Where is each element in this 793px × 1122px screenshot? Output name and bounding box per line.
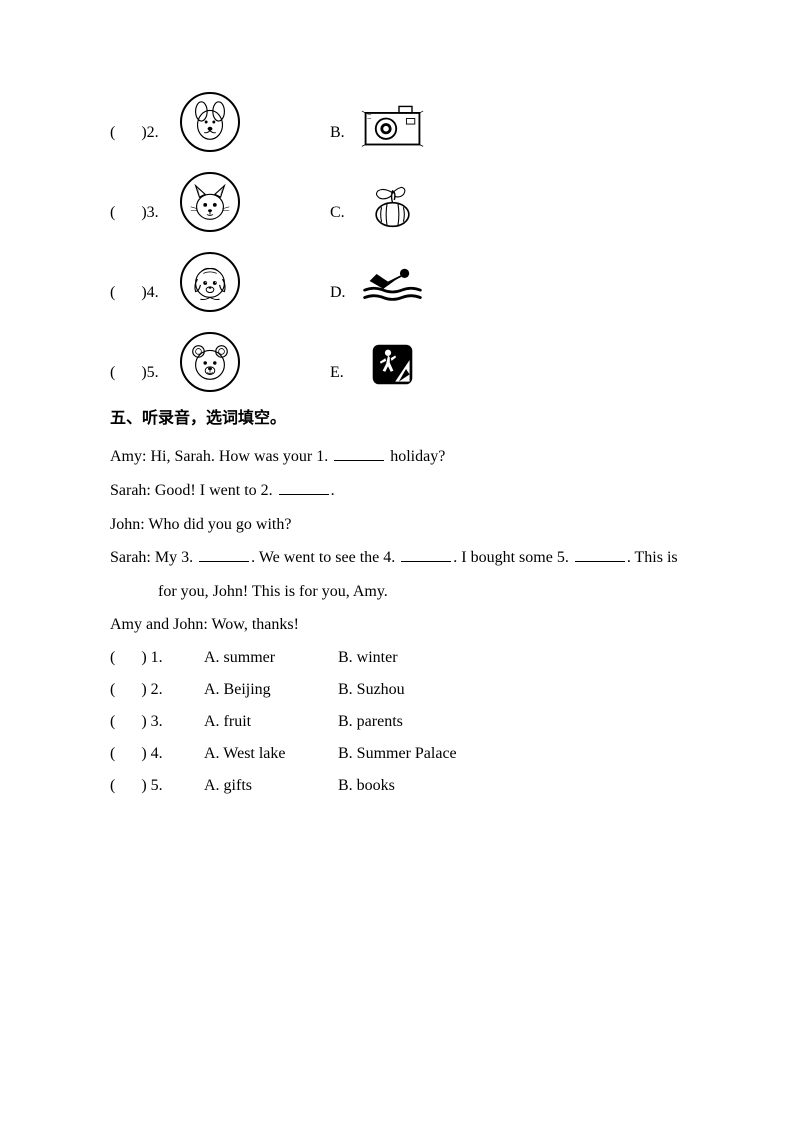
answer-blank-5[interactable]: () 5. xyxy=(110,358,180,392)
match-row-4: () 4. D. xyxy=(110,240,683,312)
match-row-3: () 3. C. xyxy=(110,160,683,232)
blank-3[interactable] xyxy=(199,546,249,562)
choice-5a[interactable]: A. gifts xyxy=(204,770,334,802)
blank-5[interactable] xyxy=(575,546,625,562)
dialogue-line-6: Amy and John: Wow, thanks! xyxy=(110,608,683,642)
choice-2b[interactable]: B. Suzhou xyxy=(338,674,405,706)
blank-2[interactable] xyxy=(279,479,329,495)
text: . This is xyxy=(627,549,678,566)
choice-num-text: 3. xyxy=(151,713,163,730)
item-num: 4. xyxy=(147,278,159,308)
match-row-5: () 5. E. xyxy=(110,320,683,392)
choice-row-5: () 5. A. gifts B. books xyxy=(110,770,683,802)
blank-1[interactable] xyxy=(334,445,384,461)
animal-icon-4 xyxy=(180,252,240,312)
animal-icon-5 xyxy=(180,332,240,392)
dialogue-line-1: Amy: Hi, Sarah. How was your 1. holiday? xyxy=(110,440,683,474)
blank-4[interactable] xyxy=(401,546,451,562)
text: Sarah: My 3. xyxy=(110,549,197,566)
choice-row-2: () 2. A. Beijing B. Suzhou xyxy=(110,674,683,706)
dialogue-line-5: for you, John! This is for you, Amy. xyxy=(110,575,683,609)
choice-3a[interactable]: A. fruit xyxy=(204,706,334,738)
text: . We went to see the 4. xyxy=(251,549,399,566)
choice-num-text: 1. xyxy=(151,649,163,666)
choice-1b[interactable]: B. winter xyxy=(338,642,398,674)
match-row-2: () 2. B. xyxy=(110,80,683,152)
dialogue-line-3: John: Who did you go with? xyxy=(110,508,683,542)
text: . xyxy=(331,482,335,499)
hiking-icon xyxy=(360,337,425,392)
option-label-E: E. xyxy=(330,358,360,392)
choice-5b[interactable]: B. books xyxy=(338,770,395,802)
option-label-D: D. xyxy=(330,278,360,312)
text: Sarah: Good! I went to 2. xyxy=(110,482,277,499)
text: . I bought some 5. xyxy=(453,549,573,566)
section-5-header: 五、听录音，选词填空。 xyxy=(110,404,683,434)
text: Amy: Hi, Sarah. How was your 1. xyxy=(110,448,332,465)
choice-row-1: () 1. A. summer B. winter xyxy=(110,642,683,674)
animal-icon-2 xyxy=(180,92,240,152)
choice-4b[interactable]: B. Summer Palace xyxy=(338,738,457,770)
answer-blank-3[interactable]: () 3. xyxy=(110,198,180,232)
item-num: 2. xyxy=(147,118,159,148)
choice-num-text: 5. xyxy=(151,777,163,794)
choice-row-4: () 4. A. West lake B. Summer Palace xyxy=(110,738,683,770)
animal-icon-3 xyxy=(180,172,240,232)
option-label-B: B. xyxy=(330,118,360,152)
item-num: 5. xyxy=(147,358,159,388)
text: holiday? xyxy=(386,448,445,465)
item-num: 3. xyxy=(147,198,159,228)
choice-3b[interactable]: B. parents xyxy=(338,706,403,738)
answer-blank-2[interactable]: () 2. xyxy=(110,118,180,152)
choice-1a[interactable]: A. summer xyxy=(204,642,334,674)
choice-num-text: 2. xyxy=(151,681,163,698)
choice-row-3: () 3. A. fruit B. parents xyxy=(110,706,683,738)
camera-icon xyxy=(360,97,425,152)
swimming-icon xyxy=(360,257,425,312)
option-label-C: C. xyxy=(330,198,360,232)
choice-num-text: 4. xyxy=(151,745,163,762)
answer-blank-4[interactable]: () 4. xyxy=(110,278,180,312)
dialogue-line-2: Sarah: Good! I went to 2. . xyxy=(110,474,683,508)
pumpkin-icon xyxy=(360,177,425,232)
choice-2a[interactable]: A. Beijing xyxy=(204,674,334,706)
choice-4a[interactable]: A. West lake xyxy=(204,738,334,770)
dialogue-line-4: Sarah: My 3. . We went to see the 4. . I… xyxy=(110,541,683,575)
